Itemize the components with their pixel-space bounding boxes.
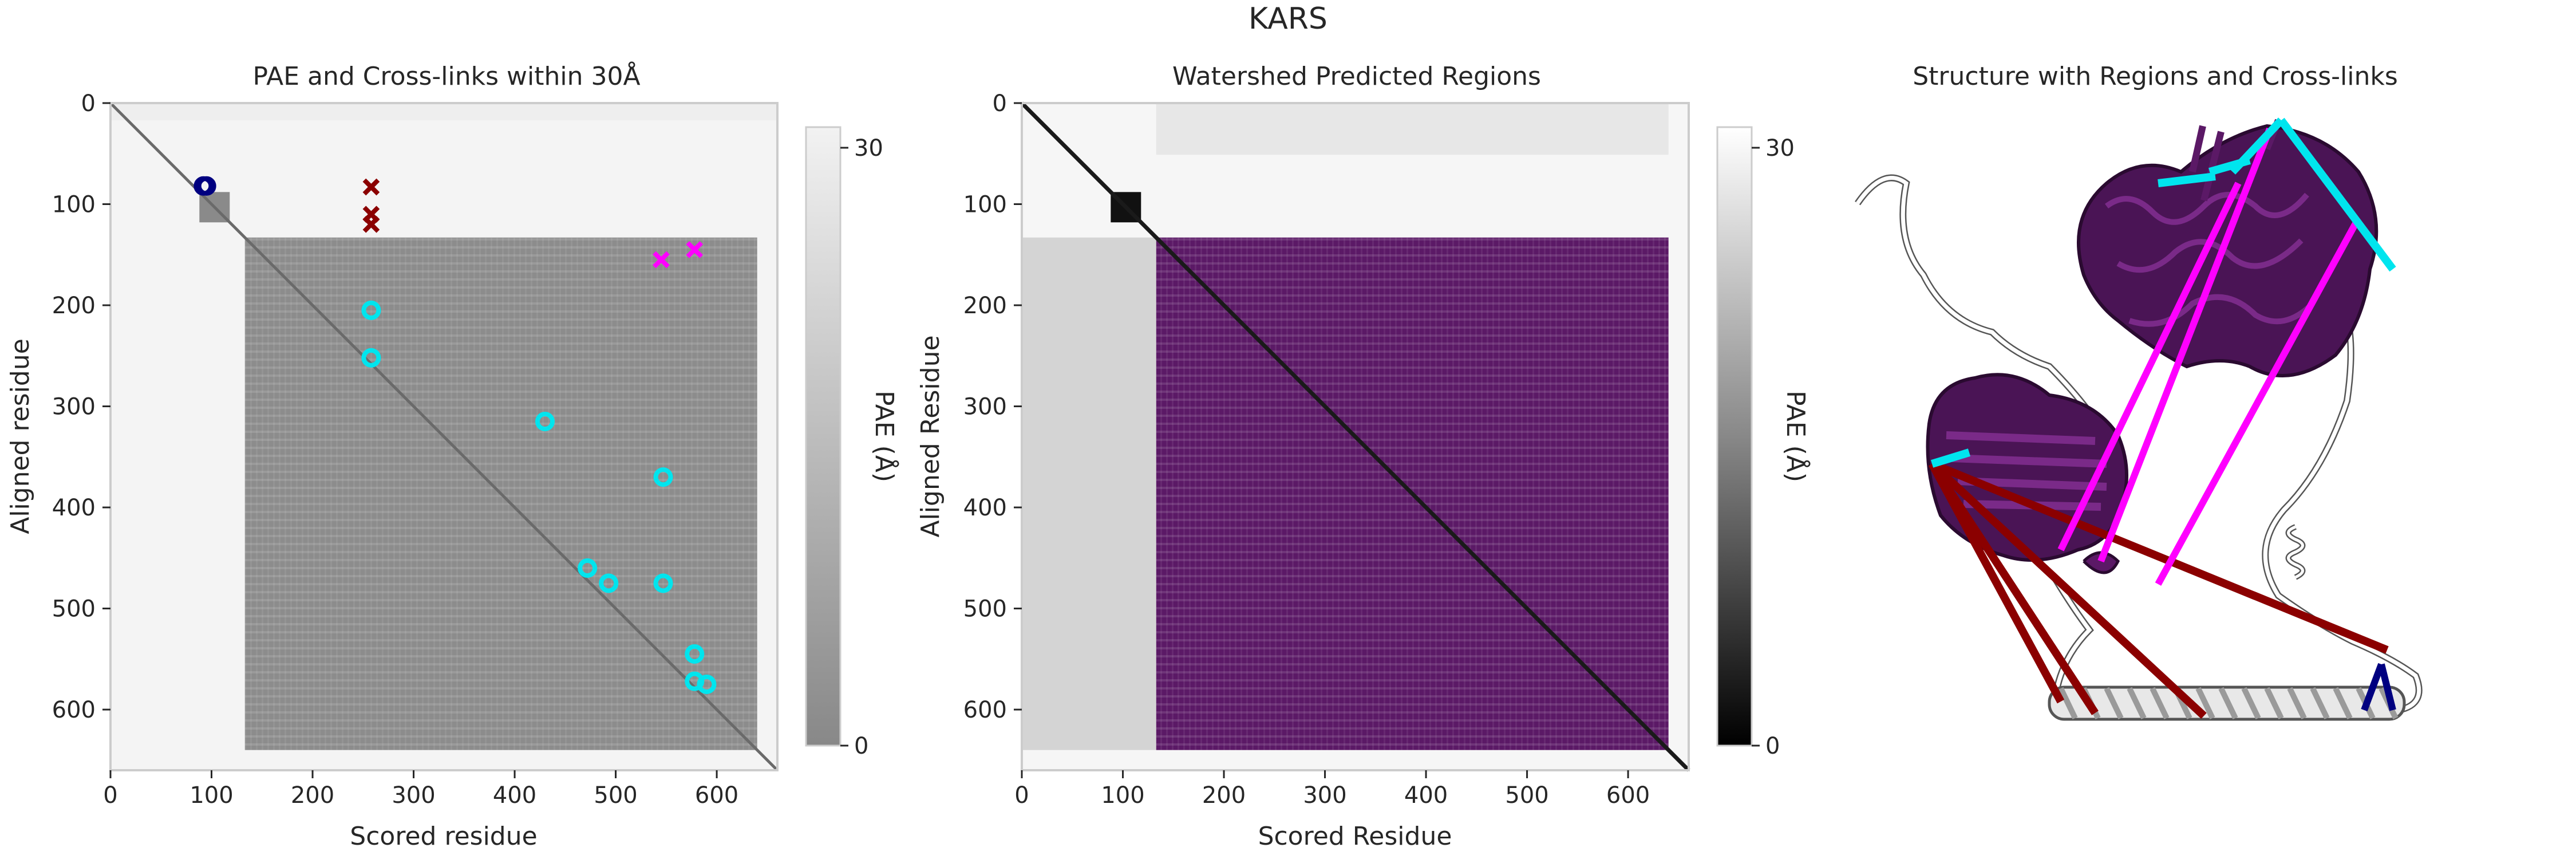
panel2-xtick-label: 300 (1303, 782, 1346, 809)
panel2-colorbar (1716, 126, 1753, 747)
panel1-colorbar-title: PAE (Å) (870, 391, 900, 482)
panel2-ytick-label: 300 (963, 394, 1007, 420)
panel3-title: Structure with Regions and Cross-links (1913, 62, 2398, 91)
crosslink-cyan-3 (2208, 156, 2251, 176)
panel1-band-top (110, 103, 777, 120)
long-helix (2048, 685, 2406, 721)
panel1-y-ticks: 0 100 200 300 400 500 600 (52, 90, 110, 723)
panel2-xtick-label: 100 (1101, 782, 1144, 809)
panel2-xtick-label: 500 (1505, 782, 1548, 809)
panel1-ytick-label: 100 (52, 192, 96, 218)
panel1-xtick-label: 500 (594, 782, 637, 809)
panel2-left-band (1023, 237, 1156, 750)
crosslink-cyan-4 (2158, 172, 2216, 187)
panel1-xtick-label: 200 (291, 782, 334, 809)
panel1-y-label: Aligned residue (6, 338, 35, 534)
panel1-heatmap (109, 102, 779, 771)
crosslink-marker-cross (686, 241, 704, 258)
crosslink-marker-cross (653, 251, 670, 269)
crosslink-sticks (1928, 117, 2396, 719)
crosslink-cyan-1 (2278, 117, 2396, 272)
panel1-ytick-label: 300 (52, 394, 96, 420)
structure-render (1855, 119, 2423, 721)
panel1-ytick-label: 500 (52, 596, 96, 622)
panel2-ytick-label: 400 (963, 495, 1007, 521)
panel2-y-ticks: 0 100 200 300 400 500 600 (963, 90, 1022, 723)
panel2-y-label: Aligned Residue (916, 335, 945, 537)
panel1-ytick-label: 600 (52, 697, 96, 723)
panel2-ytick-label: 600 (963, 697, 1007, 723)
panel1-ytick-label: 400 (52, 495, 96, 521)
panel1-diagonal (109, 102, 779, 771)
crosslink-magenta-3 (2057, 182, 2242, 551)
panel1-xtick-label: 100 (189, 782, 233, 809)
panel2-colorbar-label-0: 0 (1765, 733, 1780, 759)
crosslink-marker-cross (362, 178, 380, 196)
panel2-x-ticks: 0 100 200 300 400 500 600 (1014, 770, 1650, 809)
panel1-frame (109, 102, 779, 771)
crosslink-marker-circle (599, 573, 619, 593)
panel-pae-crosslinks: PAE and Cross-links within 30Å 0 100 200 30… (6, 61, 900, 851)
panel1-x-label: Scored residue (350, 822, 537, 851)
panel1-xtick-label: 0 (103, 782, 117, 809)
panel-watershed-regions: Watershed Predicted Regions 0 100 200 300 40… (916, 62, 1811, 851)
panel1-x-ticks: 0 100 200 300 400 500 600 (103, 770, 738, 809)
panel2-x-label: Scored Residue (1258, 822, 1452, 851)
crosslink-marker-cross (362, 215, 380, 233)
crosslink-marker-circle (361, 300, 381, 320)
crosslink-bad-4 (1928, 462, 2065, 704)
crosslink-marker-circle (653, 467, 673, 487)
panel1-title: PAE and Cross-links within 30Å (252, 61, 640, 91)
panel1-xtick-label: 400 (493, 782, 536, 809)
panel2-colorbar-label-30: 30 (1765, 135, 1795, 161)
panel2-xtick-label: 0 (1014, 782, 1029, 809)
panel2-diagonal (1020, 101, 1690, 772)
purple-domain-top (2077, 119, 2379, 377)
crosslink-bad-3 (1930, 460, 2389, 654)
crosslink-marker-circle (578, 558, 598, 578)
panel-structure: Structure with Regions and Cross-links (1855, 62, 2423, 721)
panel2-title: Watershed Predicted Regions (1172, 62, 1541, 91)
panel2-heatmap (1020, 101, 1690, 772)
panel2-xtick-label: 400 (1404, 782, 1448, 809)
crosslink-navy-1 (2378, 663, 2396, 711)
panel2-ytick-label: 500 (963, 596, 1007, 622)
crosslink-marker-circle (685, 644, 705, 664)
panel1-colorbar-label-30: 30 (854, 135, 883, 161)
panel2-frame (1021, 102, 1690, 771)
panel2-colorbar-title: PAE (Å) (1781, 391, 1811, 482)
panel1-ytick-label: 200 (52, 293, 96, 319)
crosslink-marker-circle (653, 573, 673, 593)
panel2-xtick-label: 600 (1606, 782, 1650, 809)
crosslink-marker-circle (535, 412, 555, 432)
crosslink-magenta-1 (2097, 127, 2273, 563)
panel2-top-band (1156, 104, 1669, 155)
panel1-xtick-label: 300 (392, 782, 435, 809)
crosslink-magenta-2 (2155, 222, 2359, 586)
crosslink-marker-circle (361, 348, 381, 368)
panel2-ytick-label: 100 (963, 192, 1007, 218)
panel1-crosslink-markers (193, 176, 717, 694)
panel2-xtick-label: 200 (1202, 782, 1246, 809)
crosslink-bad-2 (1929, 460, 2207, 719)
panel1-colorbar-label-0: 0 (854, 733, 868, 759)
panel2-ytick-label: 200 (963, 293, 1007, 319)
panel2-ytick-label: 0 (993, 90, 1007, 117)
crosslink-navy-2 (2361, 663, 2385, 712)
panel1-colorbar (805, 126, 841, 747)
panel1-xtick-label: 600 (695, 782, 738, 809)
crosslink-bad-1 (1929, 462, 2099, 715)
crosslink-marker-circle (697, 674, 717, 694)
crosslink-marker-circle (196, 176, 216, 196)
crosslink-cyan-5 (1930, 448, 1971, 468)
panel1-ytick-label: 0 (81, 90, 96, 117)
figure-title: KARS (1249, 2, 1327, 36)
